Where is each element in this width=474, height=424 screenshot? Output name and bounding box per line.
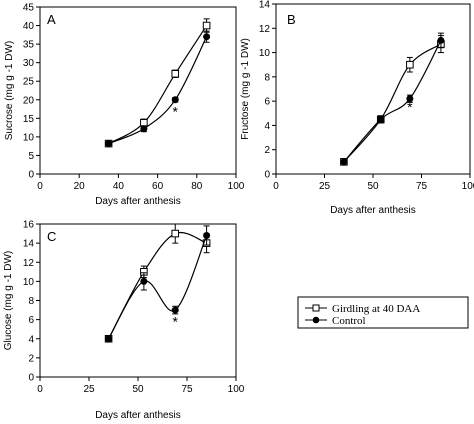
data-point-girdling	[202, 21, 211, 30]
series-line-girdling	[108, 25, 208, 145]
y-tick-label: 4	[264, 121, 270, 132]
y-tick-label: 2	[28, 353, 34, 364]
y-tick-label: 16	[23, 220, 35, 231]
legend: Girdling at 40 DAA Control	[297, 296, 469, 329]
series-line-control	[108, 36, 208, 145]
x-axis-label: Days after anthesis	[95, 410, 181, 421]
x-tick-label: 0	[273, 181, 279, 192]
y-axis-label: Fructose (mg g -1 DW)	[240, 38, 251, 140]
y-tick-label: 5	[28, 151, 34, 162]
panel-c: 0 25 50 75 100 0 2 4 6 8 10 12 14 16 Days after anthes…	[3, 220, 245, 422]
y-tick-label: 2	[264, 145, 270, 156]
data-point-control	[140, 125, 148, 133]
y-tick-label: 10	[23, 132, 35, 143]
data-point-control	[171, 96, 179, 104]
data-point-control	[140, 277, 148, 285]
x-axis-label: Days after anthesis	[330, 205, 416, 216]
data-point-control	[203, 231, 211, 239]
panel-b: 0 25 50 75 100 0 2 4 6 8 10 12 14 Days after anthesis…	[240, 0, 474, 216]
y-tick-label: 6	[264, 97, 270, 108]
y-tick-label: 12	[259, 24, 271, 35]
y-tick-label: 40	[23, 21, 35, 32]
y-tick-label: 6	[28, 315, 34, 326]
significance-asterisk: *	[173, 313, 179, 329]
y-tick-label: 14	[259, 0, 271, 11]
series-line-girdling	[108, 231, 207, 340]
plot-frame	[275, 3, 471, 175]
plot-frame	[39, 6, 237, 175]
x-tick-label: 50	[367, 181, 379, 192]
x-tick-label: 75	[416, 181, 428, 192]
data-point-girdling	[406, 60, 414, 69]
data-point-control	[105, 140, 113, 148]
legend-marker-girdling	[312, 304, 320, 312]
data-point-control	[406, 95, 414, 103]
data-point-control	[203, 33, 211, 41]
y-tick-label: 15	[23, 114, 35, 125]
panel-letter: B	[287, 12, 296, 27]
x-axis-label: Days after anthesis	[95, 196, 181, 207]
y-tick-label: 10	[259, 48, 271, 59]
x-tick-label: 60	[152, 181, 164, 192]
series-line-girdling	[343, 43, 442, 163]
y-tick-label: 10	[23, 277, 35, 288]
x-tick-label: 0	[37, 181, 43, 192]
y-tick-label: 0	[28, 373, 34, 384]
data-point-control	[340, 158, 348, 166]
panel-letter: C	[47, 229, 56, 244]
y-tick-label: 20	[23, 95, 35, 106]
y-axis-label: Glucose (mg g -1 DW)	[3, 251, 14, 350]
x-tick-label: 100	[228, 181, 245, 192]
x-tick-label: 100	[462, 181, 474, 192]
y-tick-label: 0	[264, 170, 270, 181]
legend-marker-control	[312, 316, 320, 324]
legend-box	[297, 296, 469, 329]
legend-label-girdling: Girdling at 40 DAA	[332, 303, 420, 315]
series-line-control	[343, 40, 442, 163]
data-point-girdling	[171, 229, 180, 238]
y-tick-label: 0	[28, 170, 34, 181]
y-tick-label: 30	[23, 58, 35, 69]
x-tick-label: 25	[83, 384, 95, 395]
data-point-girdling	[140, 118, 148, 127]
data-point-control	[377, 115, 385, 123]
y-tick-label: 35	[23, 40, 35, 51]
data-point-control	[105, 335, 113, 343]
x-tick-label: 20	[74, 181, 86, 192]
x-tick-label: 75	[181, 384, 193, 395]
significance-asterisk: *	[173, 103, 179, 119]
panel-letter: A	[47, 12, 56, 27]
x-tick-label: 0	[37, 384, 43, 395]
y-tick-label: 8	[264, 72, 270, 83]
x-tick-label: 50	[132, 384, 144, 395]
y-tick-label: 14	[23, 239, 35, 250]
y-tick-label: 45	[23, 3, 35, 14]
y-tick-label: 4	[28, 334, 34, 345]
x-tick-label: 100	[228, 384, 245, 395]
y-tick-label: 8	[28, 296, 34, 307]
legend-label-control: Control	[332, 315, 366, 327]
x-tick-label: 40	[113, 181, 125, 192]
series-line-control	[108, 235, 208, 340]
data-point-control	[171, 306, 179, 314]
data-point-control	[437, 36, 445, 44]
x-tick-label: 25	[319, 181, 331, 192]
data-point-girdling	[171, 70, 180, 78]
y-axis-label: Sucrose (mg g -1 DW)	[4, 41, 15, 140]
y-tick-label: 12	[23, 258, 35, 269]
x-tick-label: 80	[191, 181, 203, 192]
y-tick-label: 25	[23, 77, 35, 88]
significance-asterisk: *	[407, 99, 413, 115]
panel-a: 0 20 40 60 80 100 0 5 10 15 20 25 30 35 40 45 Days after…	[4, 3, 245, 208]
